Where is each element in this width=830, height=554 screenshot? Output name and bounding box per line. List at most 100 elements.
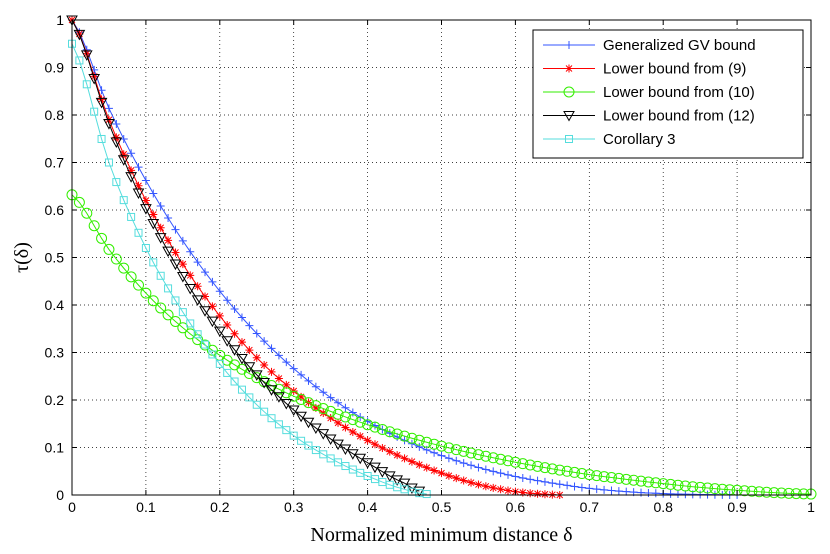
data-point — [332, 408, 344, 420]
data-point — [450, 444, 462, 456]
data-point — [487, 452, 499, 464]
data-point — [149, 189, 158, 198]
data-point — [252, 353, 261, 362]
data-point — [422, 490, 431, 499]
series-5 — [68, 39, 431, 499]
data-point — [681, 490, 690, 499]
data-point — [672, 479, 684, 491]
data-point — [644, 488, 653, 497]
data-point — [252, 329, 261, 338]
data-point — [127, 149, 136, 158]
data-point — [155, 302, 167, 314]
data-point — [221, 336, 234, 347]
data-point — [287, 405, 300, 417]
data-point — [110, 253, 122, 265]
series-3 — [66, 189, 817, 500]
data-point — [540, 477, 549, 486]
data-point — [134, 163, 143, 172]
data-point — [206, 316, 219, 328]
data-point — [104, 158, 113, 167]
data-point — [110, 137, 123, 149]
data-point — [267, 367, 276, 376]
data-point — [280, 398, 293, 410]
series-line — [71, 43, 427, 495]
data-point — [273, 383, 285, 395]
legend-swatch-marker — [565, 135, 573, 143]
y-tick-label: 0.7 — [45, 155, 65, 171]
data-point — [169, 259, 182, 271]
data-point — [502, 455, 514, 467]
data-point — [496, 469, 505, 478]
data-point — [325, 405, 337, 417]
data-point — [245, 321, 254, 330]
x-tick-label: 0.6 — [506, 499, 526, 515]
data-point — [443, 442, 455, 454]
data-point — [524, 459, 536, 471]
data-point — [569, 466, 581, 478]
data-point — [112, 120, 121, 129]
data-point — [716, 483, 728, 495]
data-point — [407, 439, 416, 448]
x-tick-label: 0.5 — [432, 499, 452, 515]
data-point — [518, 488, 527, 497]
y-tick-label: 0.8 — [45, 107, 65, 123]
data-point — [186, 247, 195, 256]
data-point — [576, 468, 588, 480]
data-point — [82, 80, 91, 89]
data-point — [140, 287, 152, 299]
x-tick-label: 0.9 — [727, 499, 747, 515]
data-point — [289, 431, 298, 440]
data-point — [289, 364, 298, 373]
data-point — [237, 385, 246, 394]
y-tick-label: 0.9 — [45, 60, 65, 76]
data-point — [459, 459, 468, 468]
data-point — [384, 426, 396, 438]
data-point — [125, 271, 137, 283]
data-point — [184, 283, 197, 295]
data-point — [326, 414, 335, 423]
data-point — [391, 428, 403, 440]
data-point — [230, 305, 239, 314]
data-point — [437, 469, 446, 478]
y-tick-label: 0.3 — [45, 345, 65, 361]
data-point — [258, 378, 270, 389]
data-point — [201, 340, 210, 349]
legend-label: Generalized GV bound — [603, 37, 756, 54]
data-point — [407, 457, 416, 466]
data-point — [265, 385, 278, 396]
data-point — [563, 481, 572, 490]
data-point — [472, 449, 484, 461]
data-point — [274, 420, 283, 429]
y-tick-label: 0.1 — [45, 440, 65, 456]
data-point — [592, 485, 601, 494]
data-point — [310, 423, 322, 435]
data-point — [324, 434, 337, 445]
data-point — [511, 472, 520, 481]
data-point — [223, 321, 232, 330]
data-point — [761, 486, 773, 498]
series-4 — [66, 15, 426, 498]
data-point — [245, 346, 254, 355]
data-point — [134, 181, 143, 190]
data-point — [171, 248, 180, 257]
data-point — [141, 244, 150, 252]
data-point — [125, 172, 137, 183]
data-point — [311, 446, 320, 455]
legend-label: Lower bound from (12) — [603, 108, 755, 125]
y-tick-label: 0.6 — [45, 202, 65, 218]
data-point — [149, 210, 158, 219]
data-point — [260, 337, 269, 346]
data-point — [304, 441, 313, 450]
data-point — [302, 397, 314, 409]
data-point — [119, 150, 128, 159]
legend-item: Lower bound from (9) — [543, 61, 746, 78]
data-point — [156, 202, 165, 211]
data-point — [282, 358, 291, 367]
data-point — [88, 73, 101, 85]
data-point — [362, 419, 374, 431]
data-point — [657, 478, 669, 490]
series-layer — [66, 15, 817, 500]
data-point — [193, 330, 202, 339]
data-point — [607, 486, 616, 495]
